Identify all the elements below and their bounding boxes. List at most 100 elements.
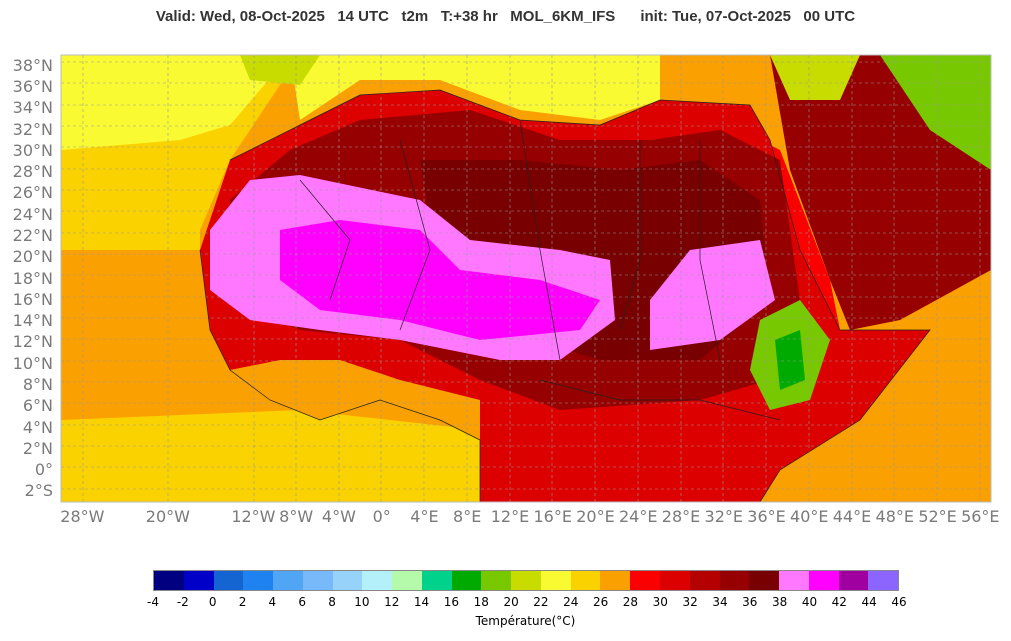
colorbar-tick-label: 30	[652, 595, 668, 609]
colorbar-tick-label: 40	[801, 595, 818, 609]
colorbar-swatch	[749, 571, 780, 590]
latitude-label: 10°N	[12, 353, 53, 373]
colorbar-swatch	[273, 571, 303, 590]
colorbar-swatch	[332, 571, 363, 590]
latitude-label: 36°N	[12, 76, 53, 96]
iran-green	[880, 55, 991, 170]
colorbar-tick-label: 24	[563, 595, 579, 609]
longitude-label: 32°E	[704, 507, 743, 526]
sahel-max	[280, 220, 600, 340]
colorbar-swatch	[511, 571, 541, 590]
longitude-label: 20°W	[145, 507, 190, 526]
colorbar-tick-label: 8	[328, 595, 336, 609]
colorbar-swatch	[630, 571, 661, 590]
ethiopia-core	[775, 330, 805, 390]
ocean-south-mild	[61, 410, 480, 502]
colorbar-swatch	[868, 571, 899, 590]
colorbar-swatch	[779, 571, 809, 590]
latitude-label: 18°N	[12, 268, 53, 288]
latitude-label: 4°N	[22, 417, 53, 437]
colorbar-swatch	[421, 571, 452, 590]
colorbar-swatch	[451, 571, 482, 590]
longitude-label: 52°E	[918, 507, 957, 526]
country-borders	[199, 89, 931, 502]
latitude-label: 28°N	[12, 162, 53, 182]
latitude-label: 30°N	[12, 140, 53, 160]
colorbar-swatch	[154, 571, 184, 590]
latitude-label: 2°N	[22, 438, 53, 458]
colorbar-tick-label: 16	[443, 595, 460, 609]
mediterranean	[290, 55, 660, 120]
latitude-label: 34°N	[12, 98, 53, 118]
colorbar-swatch	[719, 571, 750, 590]
colorbar-tick-label: 32	[682, 595, 698, 609]
longitude-label: 4°W	[321, 507, 356, 526]
colorbar-tick-label: 26	[592, 595, 609, 609]
colorbar-title: Température(°C)	[475, 614, 576, 628]
gulf-guinea-coast	[230, 360, 480, 440]
longitude-label: 28°E	[661, 507, 701, 526]
latitude-label: 2°S	[24, 481, 53, 501]
colorbar-swatch	[392, 571, 422, 590]
ocean-cool-band	[61, 55, 290, 150]
levant-green	[770, 55, 860, 100]
longitude-label: 40°E	[790, 507, 829, 526]
longitude-label: 8°W	[279, 507, 314, 526]
colorbar-swatch	[362, 571, 393, 590]
colorbar-tick-label: 22	[533, 595, 549, 609]
longitude-label: 16°E	[533, 507, 572, 526]
longitude-label: 36°E	[747, 507, 786, 526]
colorbar-swatch	[183, 571, 214, 590]
map-border	[60, 54, 992, 503]
colorbar-tick-label: 34	[712, 595, 728, 609]
latitude-label: 24°N	[12, 204, 53, 224]
longitude-label: 20°E	[576, 507, 615, 526]
longitude-label: 8°E	[453, 507, 482, 526]
colorbar-swatch	[302, 571, 333, 590]
colorbar-swatch	[243, 571, 274, 590]
colorbar-swatch	[808, 571, 839, 590]
colorbar-tick-label: 6	[298, 595, 307, 609]
longitude-label: 48°E	[875, 507, 915, 526]
latitude-label: 12°N	[12, 332, 53, 352]
colorbar-swatch	[838, 571, 869, 590]
longitude-label: 44°E	[832, 507, 872, 526]
latitude-label: 26°N	[12, 183, 53, 203]
latitude-label: 8°N	[22, 374, 53, 394]
longitude-label: 0°	[372, 507, 391, 526]
longitude-label: 12°W	[231, 507, 276, 526]
colorbar-tick-label: 18	[473, 595, 489, 609]
colorbar-swatch	[660, 571, 690, 590]
colorbar-tick-label: 0	[208, 595, 217, 609]
colorbar-tick-label: 2	[238, 595, 247, 609]
map-title: Valid: Wed, 08-Oct-2025 14 UTC t2m T:+38…	[155, 8, 856, 25]
colorbar-tick-label: -4	[147, 595, 159, 609]
colorbar-tick-label: 42	[831, 595, 847, 609]
colorbar-tick-label: 36	[742, 595, 758, 609]
colorbar-swatch	[540, 571, 571, 590]
colorbar-swatch	[689, 571, 720, 590]
colorbar-tick-label: 14	[413, 595, 430, 609]
colorbar-tick-label: 38	[771, 595, 788, 609]
colorbar-tick-label: 44	[861, 595, 877, 609]
longitude-label: 4°E	[410, 507, 439, 526]
iberia-green	[240, 55, 320, 85]
longitude-label: 56°E	[961, 507, 1000, 526]
colorbar-tick-label: 4	[268, 595, 277, 609]
latitude-label: 14°N	[12, 311, 53, 331]
latitude-label: 6°N	[22, 396, 53, 416]
colorbar-swatch	[481, 571, 512, 590]
temperature-colorbar	[153, 570, 899, 591]
latitude-label: 32°N	[12, 119, 53, 139]
colorbar-tick-label: 12	[384, 595, 400, 609]
colorbar-tick-label: 10	[354, 595, 370, 609]
latitude-label: 38°N	[12, 55, 53, 75]
colorbar-tick-label: -2	[176, 595, 189, 609]
longitude-label: 28°W	[60, 507, 105, 526]
latitude-label: 20°N	[12, 247, 53, 267]
longitude-label: 24°E	[619, 507, 658, 526]
longitude-label: 12°E	[490, 507, 530, 526]
graticule	[61, 55, 991, 502]
colorbar-swatch	[570, 571, 601, 590]
